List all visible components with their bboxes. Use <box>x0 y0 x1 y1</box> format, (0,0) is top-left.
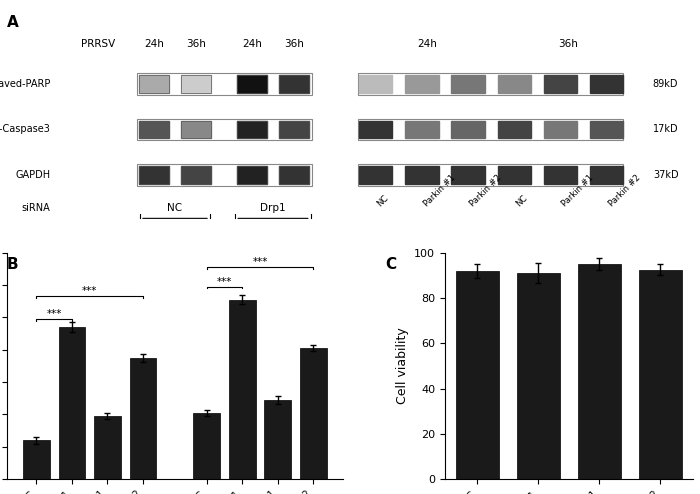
Bar <box>590 166 624 184</box>
Text: 89kD: 89kD <box>653 79 678 89</box>
Bar <box>229 299 256 479</box>
Text: ***: *** <box>82 287 97 296</box>
Bar <box>139 75 169 93</box>
Text: Drp1: Drp1 <box>260 204 286 213</box>
Bar <box>181 75 211 93</box>
Bar <box>139 121 169 138</box>
Bar <box>279 75 309 93</box>
Bar <box>405 75 438 93</box>
Bar <box>130 358 156 479</box>
Bar <box>498 166 531 184</box>
Bar <box>517 273 560 479</box>
Bar <box>193 413 220 479</box>
Bar <box>452 121 484 138</box>
Bar <box>452 75 484 93</box>
Text: cleaved-Caspase3: cleaved-Caspase3 <box>0 124 50 134</box>
Bar <box>405 121 438 138</box>
Text: 36h: 36h <box>558 40 578 49</box>
Text: Parkin #2: Parkin #2 <box>468 173 503 209</box>
Bar <box>578 264 621 479</box>
Bar <box>139 75 169 93</box>
Bar <box>137 164 312 186</box>
Bar <box>237 166 267 184</box>
Text: cleaved-PARP: cleaved-PARP <box>0 79 50 89</box>
Bar <box>237 121 267 138</box>
Bar <box>237 166 267 184</box>
Bar <box>405 166 438 184</box>
Bar <box>544 75 577 93</box>
Bar <box>265 400 291 479</box>
Text: 36h: 36h <box>284 40 304 49</box>
Y-axis label: Cell viability: Cell viability <box>395 328 409 404</box>
Bar <box>94 416 120 479</box>
Bar <box>23 440 50 479</box>
Text: 24h: 24h <box>144 40 164 49</box>
Bar <box>456 271 499 479</box>
Bar <box>237 121 267 138</box>
Text: A: A <box>7 15 19 30</box>
Text: siRNA: siRNA <box>22 204 50 213</box>
Bar <box>544 166 577 184</box>
Bar <box>498 75 531 93</box>
Bar <box>181 166 211 184</box>
Bar <box>139 121 169 138</box>
Bar <box>590 121 624 138</box>
Bar <box>279 166 309 184</box>
Text: C: C <box>385 257 396 272</box>
Bar <box>279 75 309 93</box>
Bar <box>59 327 85 479</box>
Bar <box>181 166 211 184</box>
Bar <box>544 121 577 138</box>
Bar <box>279 166 309 184</box>
Bar <box>137 119 312 140</box>
Bar <box>237 75 267 93</box>
Bar <box>181 121 211 138</box>
Bar <box>359 121 392 138</box>
Text: ***: *** <box>252 257 267 267</box>
Text: 24h: 24h <box>242 40 262 49</box>
Text: PRRSV: PRRSV <box>81 40 115 49</box>
Bar <box>181 75 211 93</box>
Text: NC: NC <box>514 194 529 209</box>
Bar <box>358 164 623 186</box>
Bar <box>452 166 484 184</box>
Bar <box>358 73 623 95</box>
Text: ***: *** <box>217 277 232 287</box>
Text: 24h: 24h <box>417 40 437 49</box>
Bar <box>359 75 392 93</box>
Bar <box>358 119 623 140</box>
Bar <box>359 166 392 184</box>
Text: Parkin #2: Parkin #2 <box>607 173 642 209</box>
Text: 36h: 36h <box>186 40 206 49</box>
Bar <box>237 75 267 93</box>
Bar <box>300 348 327 479</box>
Bar <box>181 121 211 138</box>
Text: GAPDH: GAPDH <box>15 170 50 180</box>
Bar <box>139 166 169 184</box>
Text: B: B <box>7 257 19 272</box>
Text: NC: NC <box>167 204 183 213</box>
Text: 17kD: 17kD <box>653 124 678 134</box>
Text: NC: NC <box>376 194 391 209</box>
Bar <box>279 121 309 138</box>
Bar <box>639 270 682 479</box>
Text: ***: *** <box>46 309 62 319</box>
Bar <box>590 75 624 93</box>
Bar <box>498 121 531 138</box>
Bar <box>139 166 169 184</box>
Text: Parkin #1: Parkin #1 <box>422 173 457 209</box>
Bar <box>137 73 312 95</box>
Text: Parkin #1: Parkin #1 <box>561 173 596 209</box>
Bar <box>279 121 309 138</box>
Text: 37kD: 37kD <box>653 170 678 180</box>
